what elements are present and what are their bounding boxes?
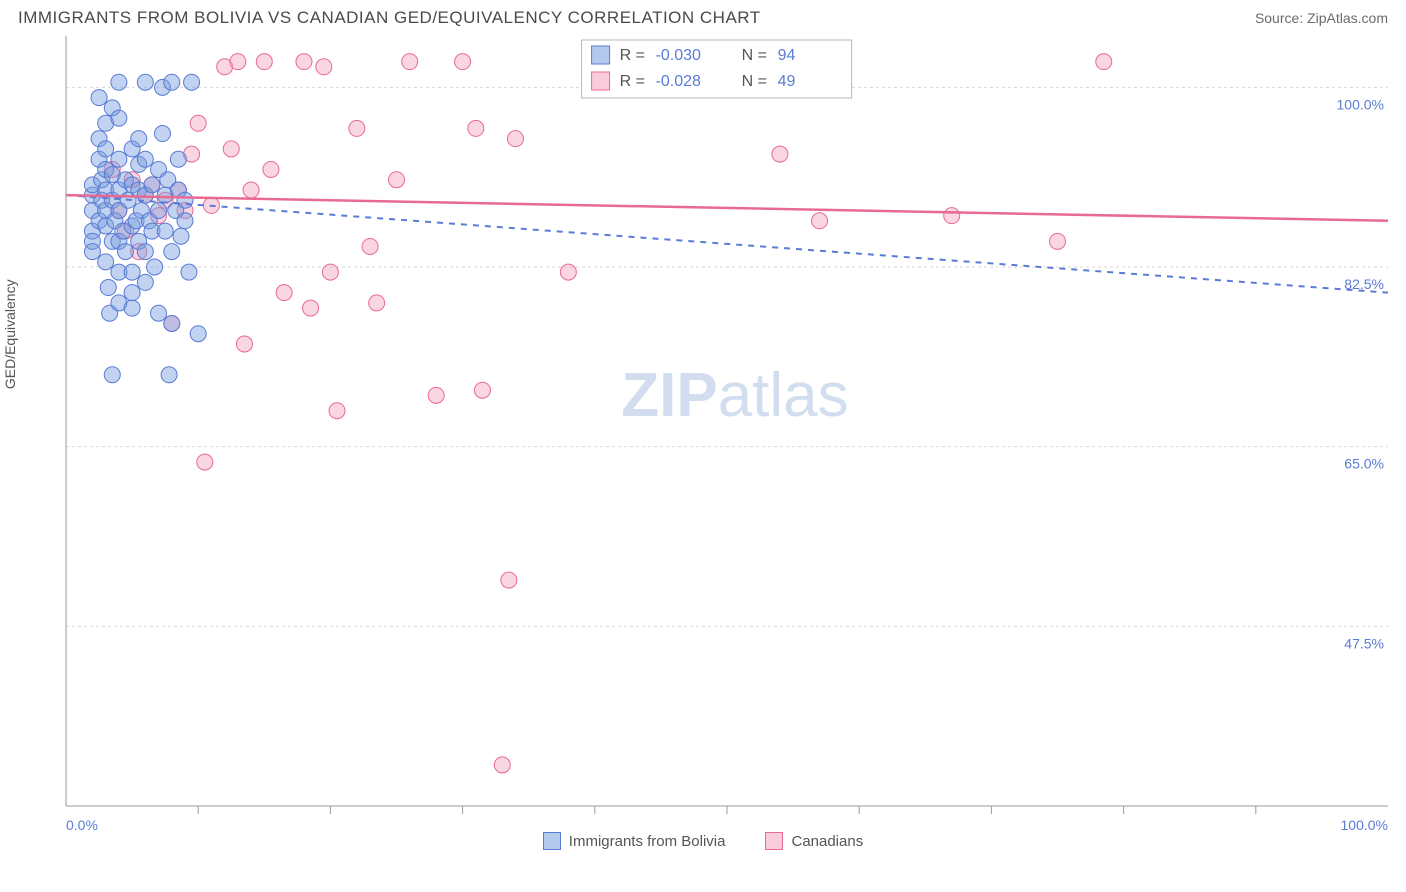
data-point-canadians [349, 120, 365, 136]
trendline-canadians [66, 195, 1388, 221]
data-point-bolivia [131, 131, 147, 147]
data-point-bolivia [111, 74, 127, 90]
legend-swatch [592, 46, 610, 64]
data-point-bolivia [164, 315, 180, 331]
data-point-canadians [197, 454, 213, 470]
legend-r-label: R = [620, 73, 645, 90]
data-point-canadians [329, 403, 345, 419]
data-point-canadians [296, 54, 312, 70]
data-point-bolivia [137, 244, 153, 260]
legend-swatch [592, 72, 610, 90]
data-point-canadians [230, 54, 246, 70]
data-point-bolivia [173, 228, 189, 244]
legend-r-label: R = [620, 47, 645, 64]
data-point-canadians [389, 172, 405, 188]
legend-r-value: -0.028 [656, 73, 701, 90]
data-point-canadians [944, 208, 960, 224]
y-tick-label: 100.0% [1337, 96, 1384, 112]
x-tick-label: 0.0% [66, 817, 98, 833]
legend-r-value: -0.030 [656, 47, 701, 64]
data-point-bolivia [117, 244, 133, 260]
chart-container: GED/Equivalency 47.5%65.0%82.5%100.0%ZIP… [18, 36, 1388, 836]
legend-n-value: 49 [778, 73, 796, 90]
data-point-bolivia [111, 110, 127, 126]
legend-n-label: N = [742, 47, 767, 64]
data-point-canadians [507, 131, 523, 147]
data-point-bolivia [181, 264, 197, 280]
data-point-canadians [772, 146, 788, 162]
data-point-bolivia [151, 305, 167, 321]
data-point-canadians [1096, 54, 1112, 70]
data-point-bolivia [100, 280, 116, 296]
legend-n-value: 94 [778, 47, 796, 64]
data-point-bolivia [161, 367, 177, 383]
scatter-plot: 47.5%65.0%82.5%100.0%ZIPatlas0.0%100.0%R… [18, 36, 1388, 836]
data-point-canadians [474, 382, 490, 398]
data-point-canadians [223, 141, 239, 157]
trendline-bolivia [66, 195, 1388, 293]
data-point-canadians [236, 336, 252, 352]
data-point-canadians [256, 54, 272, 70]
data-point-canadians [402, 54, 418, 70]
data-point-canadians [276, 285, 292, 301]
y-axis-label: GED/Equivalency [2, 279, 18, 389]
data-point-bolivia [184, 74, 200, 90]
y-tick-label: 47.5% [1344, 635, 1384, 651]
data-point-bolivia [144, 177, 160, 193]
x-tick-label: 100.0% [1341, 817, 1388, 833]
data-point-canadians [428, 387, 444, 403]
data-point-canadians [812, 213, 828, 229]
data-point-canadians [322, 264, 338, 280]
data-point-bolivia [98, 141, 114, 157]
data-point-canadians [362, 238, 378, 254]
data-point-canadians [468, 120, 484, 136]
data-point-bolivia [124, 285, 140, 301]
data-point-bolivia [177, 192, 193, 208]
data-point-canadians [243, 182, 259, 198]
data-point-canadians [501, 572, 517, 588]
data-point-canadians [316, 59, 332, 75]
watermark: ZIPatlas [621, 361, 848, 430]
data-point-canadians [560, 264, 576, 280]
data-point-bolivia [177, 213, 193, 229]
data-point-bolivia [91, 90, 107, 106]
data-point-bolivia [147, 259, 163, 275]
data-point-bolivia [98, 254, 114, 270]
legend-n-label: N = [742, 73, 767, 90]
data-point-bolivia [157, 223, 173, 239]
data-point-bolivia [137, 274, 153, 290]
data-point-bolivia [124, 264, 140, 280]
data-point-canadians [369, 295, 385, 311]
data-point-bolivia [124, 300, 140, 316]
data-point-bolivia [190, 326, 206, 342]
data-point-bolivia [84, 244, 100, 260]
data-point-bolivia [137, 151, 153, 167]
data-point-bolivia [151, 203, 167, 219]
data-point-canadians [190, 115, 206, 131]
data-point-bolivia [104, 367, 120, 383]
data-point-bolivia [155, 126, 171, 142]
data-point-bolivia [164, 244, 180, 260]
data-point-bolivia [111, 151, 127, 167]
data-point-bolivia [137, 74, 153, 90]
data-point-bolivia [170, 151, 186, 167]
source-label: Source: ZipAtlas.com [1255, 10, 1388, 26]
y-tick-label: 65.0% [1344, 456, 1384, 472]
data-point-bolivia [164, 74, 180, 90]
data-point-canadians [303, 300, 319, 316]
chart-title: IMMIGRANTS FROM BOLIVIA VS CANADIAN GED/… [18, 8, 761, 28]
data-point-canadians [494, 757, 510, 773]
data-point-canadians [1050, 233, 1066, 249]
data-point-canadians [263, 161, 279, 177]
data-point-canadians [455, 54, 471, 70]
